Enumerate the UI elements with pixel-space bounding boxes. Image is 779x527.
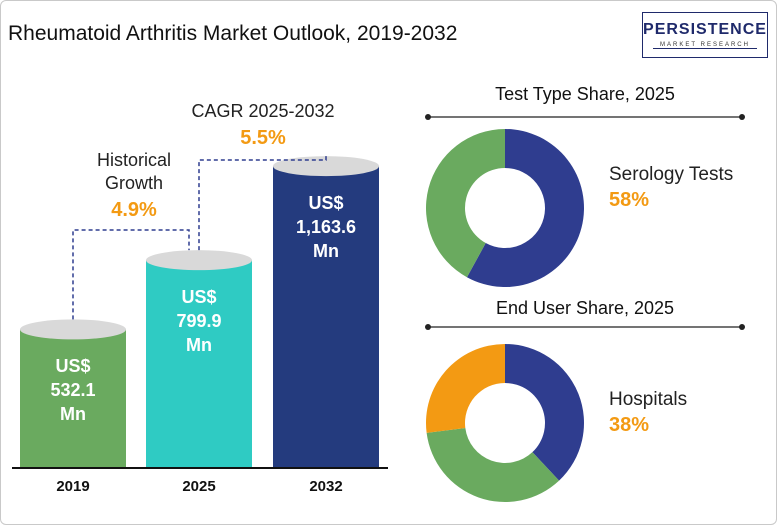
end-user-slice-1 — [426, 428, 560, 503]
page-title: Rheumatoid Arthritis Market Outlook, 201… — [8, 22, 458, 45]
cagr-label: CAGR 2025-2032 — [191, 101, 335, 121]
section-dividers — [425, 114, 745, 330]
bar-2019 — [20, 329, 126, 467]
brand-logo: PERSISTENCE MARKET RESEARCH — [642, 12, 768, 58]
bar-chart — [12, 156, 388, 469]
historical-connector — [72, 229, 190, 320]
divider-dot-right-0 — [739, 114, 745, 120]
test-type-title: Test Type Share, 2025 — [495, 84, 675, 104]
bar-2032 — [273, 166, 379, 467]
end-user-slice-0 — [505, 344, 584, 481]
x-tick-label: 2019 — [56, 478, 90, 495]
end-user-title: End User Share, 2025 — [495, 298, 675, 318]
bar-top-cap-2019 — [20, 319, 126, 340]
hospitals-value: 38% — [609, 414, 650, 436]
test-type-donut — [426, 129, 584, 288]
bar-top-cap-2025 — [146, 250, 252, 271]
divider-dot-left-0 — [425, 114, 431, 120]
test-type-slice-1 — [426, 129, 505, 278]
x-tick-label: 2032 — [309, 478, 343, 495]
hospitals-label: Hospitals — [609, 389, 688, 410]
historical-growth-value: 4.9% — [111, 199, 157, 221]
historical-growth-label: Historical Growth — [96, 150, 171, 193]
serology-label: Serology Tests — [609, 164, 734, 185]
logo-divider — [653, 48, 757, 49]
divider-dot-right-1 — [739, 324, 745, 330]
growth-connectors — [72, 156, 327, 320]
divider-dot-left-1 — [425, 324, 431, 330]
x-tick-label: 2025 — [182, 478, 216, 495]
cagr-value: 5.5% — [240, 127, 286, 149]
bar-2025 — [146, 260, 252, 467]
logo-main-text: PERSISTENCE — [643, 21, 767, 38]
bar-value-label-2032: US$ 1,163.6 Mn — [295, 193, 357, 262]
test-type-slice-0 — [466, 129, 584, 288]
end-user-slice-2 — [426, 344, 505, 433]
bar-value-label-2019: US$ 532.1 Mn — [50, 356, 96, 425]
logo-sub-text: MARKET RESEARCH — [660, 42, 750, 48]
cagr-connector — [198, 156, 327, 251]
bar-top-cap-2032 — [273, 156, 379, 177]
serology-value: 58% — [609, 189, 650, 211]
bar-value-label-2025: US$ 799.9 Mn — [176, 287, 222, 356]
end-user-donut — [426, 344, 584, 503]
